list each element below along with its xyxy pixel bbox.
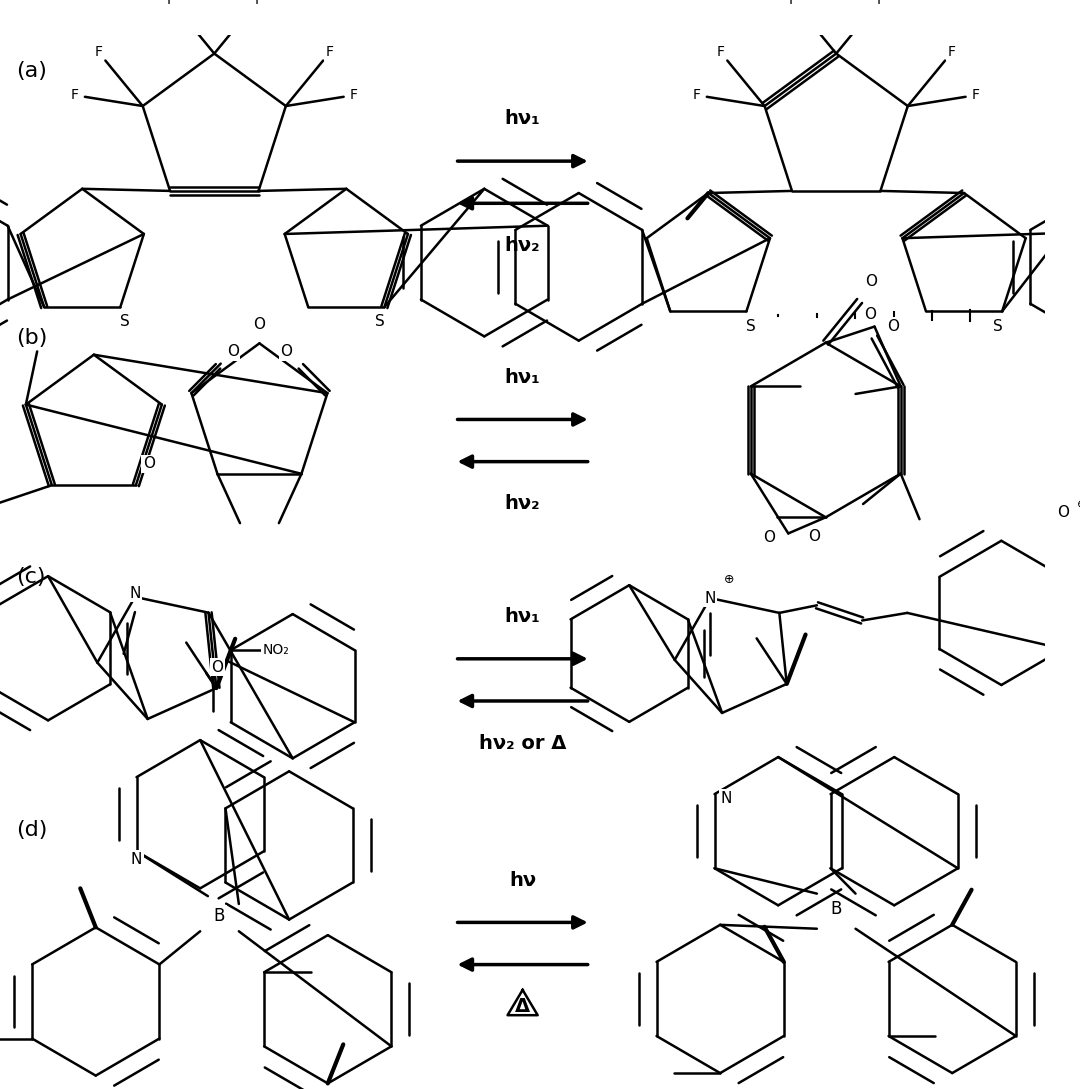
Text: O: O bbox=[888, 319, 900, 334]
Text: F: F bbox=[972, 88, 980, 102]
Text: F: F bbox=[948, 46, 956, 60]
Text: F: F bbox=[350, 88, 359, 102]
Text: O: O bbox=[143, 456, 154, 472]
Text: O: O bbox=[764, 529, 775, 544]
Text: B: B bbox=[214, 907, 226, 925]
Text: (c): (c) bbox=[16, 567, 45, 587]
Text: ⊖: ⊖ bbox=[1077, 498, 1080, 511]
Text: hν₁: hν₁ bbox=[504, 608, 540, 626]
Text: O: O bbox=[280, 344, 293, 359]
Text: F: F bbox=[692, 88, 701, 102]
Text: N: N bbox=[704, 590, 716, 605]
Text: ⊕: ⊕ bbox=[724, 573, 734, 586]
Text: F: F bbox=[326, 46, 334, 60]
Text: NO₂: NO₂ bbox=[262, 644, 289, 657]
Text: Δ: Δ bbox=[515, 998, 530, 1016]
Text: hν: hν bbox=[509, 871, 536, 890]
Text: F: F bbox=[717, 46, 725, 60]
Text: F: F bbox=[70, 88, 79, 102]
Text: O: O bbox=[865, 307, 877, 321]
Text: S: S bbox=[120, 315, 130, 329]
Text: O: O bbox=[227, 344, 239, 359]
Text: F: F bbox=[876, 0, 885, 7]
Text: F: F bbox=[254, 0, 262, 7]
Text: (a): (a) bbox=[16, 61, 46, 81]
Text: S: S bbox=[376, 315, 386, 329]
Text: F: F bbox=[95, 46, 103, 60]
Text: S: S bbox=[746, 319, 756, 333]
Text: O: O bbox=[865, 274, 877, 290]
Text: hν₂: hν₂ bbox=[504, 236, 540, 255]
Text: hν₁: hν₁ bbox=[504, 110, 540, 129]
Text: N: N bbox=[720, 791, 732, 806]
Text: hν₁: hν₁ bbox=[504, 368, 540, 387]
Text: hν₂: hν₂ bbox=[504, 494, 540, 513]
Text: F: F bbox=[166, 0, 174, 7]
Text: B: B bbox=[831, 901, 842, 918]
Text: F: F bbox=[788, 0, 796, 7]
Text: S: S bbox=[994, 319, 1003, 333]
Text: (b): (b) bbox=[16, 328, 48, 347]
Text: N: N bbox=[131, 852, 143, 867]
Text: O: O bbox=[212, 660, 224, 675]
Text: O: O bbox=[254, 317, 266, 332]
Text: hν₂ or Δ: hν₂ or Δ bbox=[478, 734, 566, 752]
Text: N: N bbox=[130, 586, 140, 601]
Text: O: O bbox=[1057, 505, 1069, 519]
Text: O: O bbox=[809, 529, 821, 543]
Text: (d): (d) bbox=[16, 820, 48, 840]
